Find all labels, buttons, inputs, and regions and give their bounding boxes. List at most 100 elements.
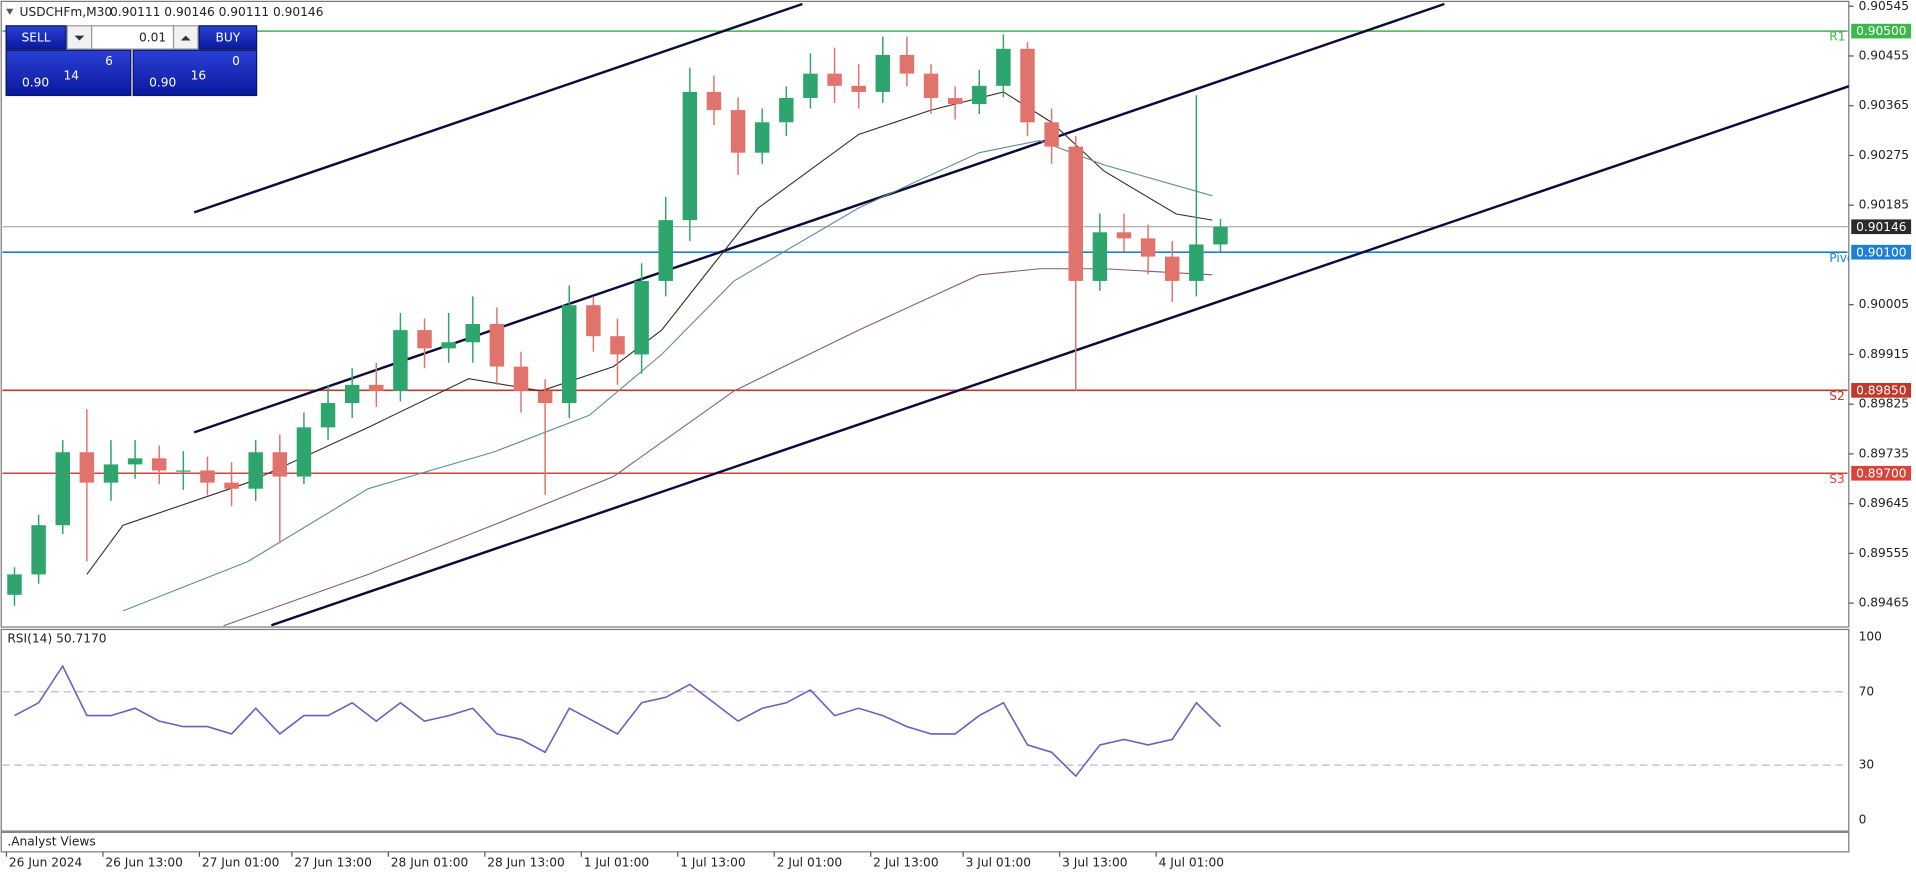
level-label-box xyxy=(1851,383,1912,398)
candle-body xyxy=(1189,244,1204,281)
candle-body xyxy=(1092,232,1108,281)
bid-main: 14 xyxy=(64,68,80,82)
candle-body xyxy=(899,54,915,74)
x-tick-label: 1 Jul 01:00 xyxy=(584,855,649,869)
candle-body xyxy=(851,85,866,92)
symbol-title: USDCHFm,M30 xyxy=(20,5,113,19)
candle-body xyxy=(296,427,312,477)
x-tick-label: 3 Jul 13:00 xyxy=(1062,855,1127,869)
symbol-icon xyxy=(6,8,14,15)
y-tick-label: 0.90545 xyxy=(1859,0,1909,13)
level-label-box xyxy=(1851,23,1912,39)
buy-label: BUY xyxy=(216,31,241,45)
footer-label: .Analyst Views xyxy=(7,835,95,849)
bid-box[interactable] xyxy=(5,49,132,97)
candle-body xyxy=(1164,256,1180,281)
candle-body xyxy=(947,97,963,105)
x-tick-label: 2 Jul 13:00 xyxy=(873,855,938,869)
rsi-title: RSI(14) 50.7170 xyxy=(7,632,106,646)
candle-body xyxy=(441,342,456,349)
level-tag: S3 xyxy=(1829,472,1845,486)
y-tick-label: 0.89735 xyxy=(1859,446,1909,460)
candle-body xyxy=(176,470,191,472)
trend-line xyxy=(193,2,803,214)
ask-big: 0.90 xyxy=(149,76,176,90)
candle-body xyxy=(513,366,529,391)
candle-body xyxy=(465,324,481,343)
x-tick-label: 26 Jun 13:00 xyxy=(105,855,183,869)
candle-body xyxy=(344,384,360,404)
candle-body xyxy=(779,97,794,123)
candle-body xyxy=(127,458,143,465)
ask-small: 0 xyxy=(232,54,240,68)
lot-down-icon xyxy=(74,35,85,41)
candle-body xyxy=(875,54,891,92)
moving-average xyxy=(86,91,1213,575)
level-tag: S2 xyxy=(1829,389,1845,403)
candle-body xyxy=(730,110,746,153)
candle-body xyxy=(369,384,384,391)
lot-value: 0.01 xyxy=(139,31,166,45)
candle-body xyxy=(827,73,842,86)
bid-small: 6 xyxy=(105,54,113,68)
x-tick-label: 2 Jul 01:00 xyxy=(777,855,842,869)
x-tick-label: 26 Jun 2024 xyxy=(9,855,83,869)
candle-body xyxy=(610,336,625,355)
y-tick-label: 0.90185 xyxy=(1859,198,1909,212)
candle-body xyxy=(7,574,22,595)
candle-body xyxy=(200,470,215,483)
level-label: 0.89700 xyxy=(1856,466,1906,480)
y-tick-label: 0.90365 xyxy=(1859,98,1909,112)
candle-body xyxy=(996,48,1011,86)
x-tick-label: 28 Jun 13:00 xyxy=(487,855,565,869)
level-label: 0.89850 xyxy=(1856,383,1906,397)
candle-body xyxy=(972,85,987,105)
candle-body xyxy=(393,330,408,391)
candle-body xyxy=(248,452,263,489)
candle-body xyxy=(151,458,167,471)
level-tag: R1 xyxy=(1829,30,1845,44)
candle-body xyxy=(537,390,553,404)
x-tick-label: 27 Jun 13:00 xyxy=(294,855,372,869)
y-tick-label: 0.89825 xyxy=(1859,397,1909,411)
candle-body xyxy=(320,403,336,428)
axes: 26 Jun 2024 26 Jun 13:00 27 Jun 01:00 27 Ju… xyxy=(5,0,1912,869)
candle-body xyxy=(55,452,70,526)
candle-body xyxy=(562,305,577,404)
level-label: 0.90500 xyxy=(1856,24,1906,38)
candle-body xyxy=(1044,122,1059,147)
candle-body xyxy=(803,73,818,98)
level-label-box xyxy=(1851,219,1912,235)
sell-label: SELL xyxy=(22,31,51,45)
level-tag: Pivot xyxy=(1829,251,1859,265)
ohlc-info: 0.90111 0.90146 0.90111 0.90146 xyxy=(110,5,324,19)
rsi-tick-label: 100 xyxy=(1859,629,1882,643)
main-plot: R1 Pivot S2 S3 xyxy=(2,2,1859,627)
buy-button[interactable] xyxy=(198,25,258,50)
ask-box[interactable] xyxy=(132,49,258,97)
rsi-plot xyxy=(2,664,1848,778)
x-tick-label: 4 Jul 01:00 xyxy=(1159,855,1224,869)
trade-panel: SELL 0.01 BUY 0.90 14 6 0.90 16 0 xyxy=(5,25,258,97)
candle-body xyxy=(272,452,288,477)
sell-button[interactable] xyxy=(5,25,67,50)
ask-main: 16 xyxy=(191,68,207,82)
rsi-line xyxy=(14,664,1222,778)
level-label-box xyxy=(1851,465,1912,481)
x-tick-label: 3 Jul 01:00 xyxy=(966,855,1031,869)
candle-body xyxy=(103,464,119,483)
candle-body xyxy=(1140,238,1156,257)
y-tick-label: 0.89915 xyxy=(1859,347,1909,361)
candle-body xyxy=(1213,226,1228,245)
candle-body xyxy=(923,73,939,98)
candle-body xyxy=(658,220,673,281)
y-tick-label: 0.89645 xyxy=(1859,496,1909,510)
y-tick-label: 0.90455 xyxy=(1859,48,1909,62)
candle-body xyxy=(586,305,601,337)
level-label: 0.90100 xyxy=(1856,245,1906,259)
y-tick-label: 0.89555 xyxy=(1859,546,1909,560)
candle-body xyxy=(417,330,432,349)
rsi-tick-label: 0 xyxy=(1859,813,1867,827)
